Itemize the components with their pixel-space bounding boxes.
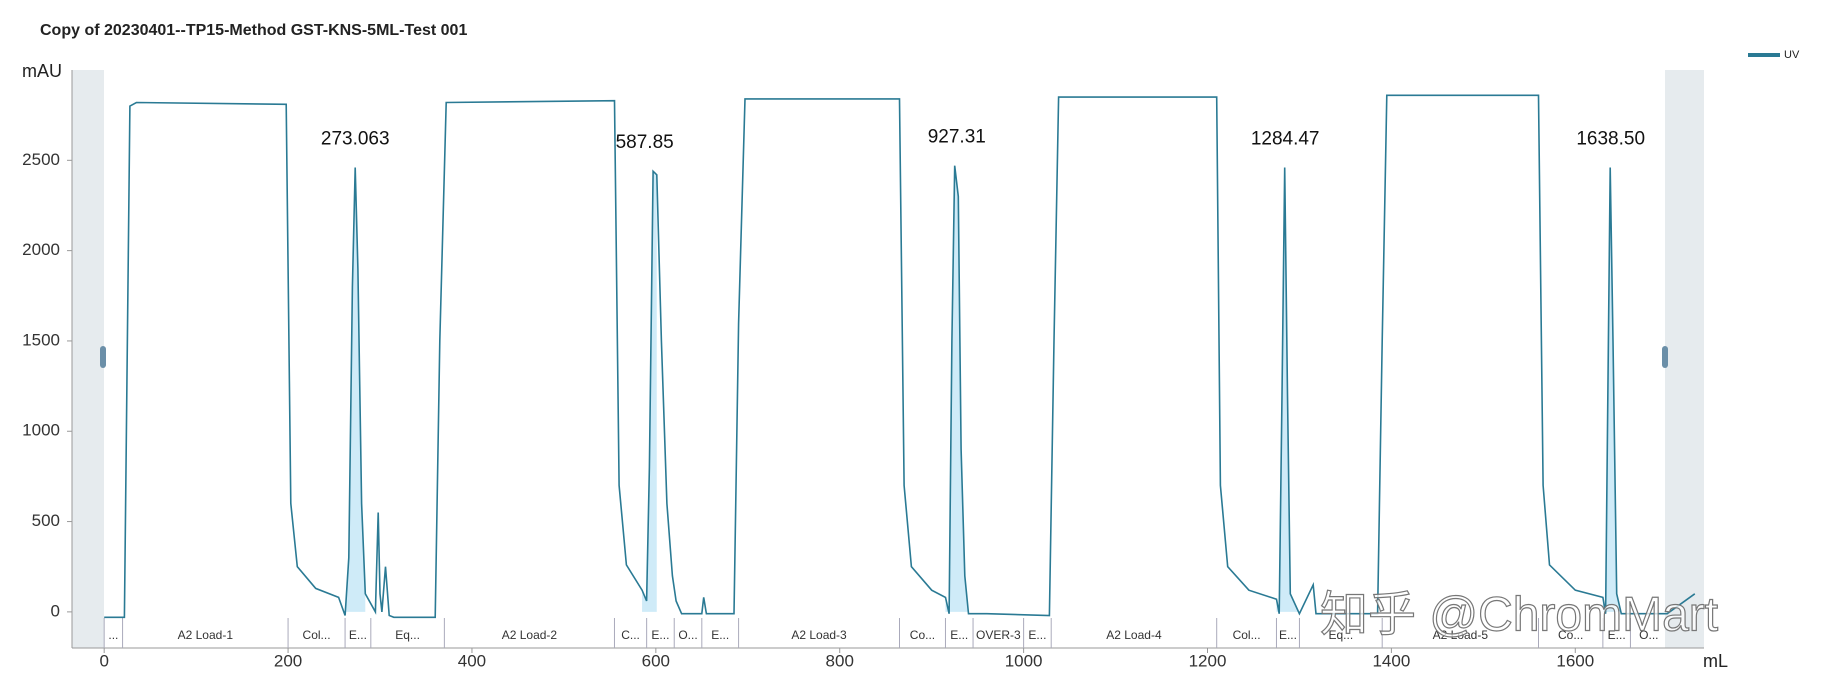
phase-label: E... xyxy=(1028,628,1046,642)
phase-label: Eq... xyxy=(395,628,420,642)
phase-label: A2 Load-5 xyxy=(1433,628,1489,642)
chart-title: Copy of 20230401--TP15-Method GST-KNS-5M… xyxy=(40,22,467,39)
x-tick-label: 800 xyxy=(826,651,854,670)
phase-label: A2 Load-1 xyxy=(178,628,234,642)
x-axis-label: mL xyxy=(1703,651,1728,671)
phase-label: A2 Load-4 xyxy=(1106,628,1162,642)
y-axis-label: mAU xyxy=(22,61,62,81)
phase-label: E... xyxy=(950,628,968,642)
phase-label: Col... xyxy=(1233,628,1261,642)
x-tick-label: 1000 xyxy=(1005,651,1043,670)
peak-annotation: 587.85 xyxy=(616,132,674,153)
x-tick-label: 200 xyxy=(274,651,302,670)
range-handle-right[interactable] xyxy=(1662,346,1668,368)
peak-annotation: 1284.47 xyxy=(1251,129,1320,150)
watermark: 知乎 @ChromMart xyxy=(1320,589,1718,642)
range-limit-right[interactable] xyxy=(1665,70,1704,648)
y-tick-label: 0 xyxy=(51,601,60,620)
phase-label: O... xyxy=(1639,628,1658,642)
y-tick-label: 2000 xyxy=(22,240,60,259)
phase-label: Co... xyxy=(1558,628,1583,642)
peak-area xyxy=(945,165,969,614)
x-tick-label: 600 xyxy=(642,651,670,670)
phase-label: A2 Load-2 xyxy=(502,628,558,642)
phase-label: C... xyxy=(621,628,640,642)
y-tick-label: 2500 xyxy=(22,150,60,169)
range-limit-left[interactable] xyxy=(72,70,104,648)
phase-label: E... xyxy=(1608,628,1626,642)
x-tick-label: 400 xyxy=(458,651,486,670)
x-tick-label: 0 xyxy=(99,651,108,670)
x-tick-label: 1200 xyxy=(1189,651,1227,670)
x-tick-label: 1600 xyxy=(1556,651,1594,670)
range-handle-left[interactable] xyxy=(100,346,106,368)
phase-label: O... xyxy=(678,628,697,642)
phase-label: E... xyxy=(711,628,729,642)
phase-label: E... xyxy=(1279,628,1297,642)
y-tick-label: 1000 xyxy=(22,421,60,440)
peak-annotation: 273.063 xyxy=(321,129,390,150)
phase-label: Col... xyxy=(303,628,331,642)
y-tick-label: 500 xyxy=(32,511,60,530)
y-tick-label: 1500 xyxy=(22,330,60,349)
peak-area xyxy=(642,171,657,612)
phase-label: E... xyxy=(651,628,669,642)
phase-label: OVER-3 xyxy=(976,628,1021,642)
phase-label: ... xyxy=(108,628,118,642)
uv-trace xyxy=(104,94,1696,619)
legend-label: UV xyxy=(1784,49,1800,61)
peak-area xyxy=(1276,167,1300,614)
phase-label: Co... xyxy=(910,628,935,642)
peak-annotation: 1638.50 xyxy=(1576,129,1645,150)
x-tick-label: 1400 xyxy=(1372,651,1410,670)
phase-label: Eq... xyxy=(1328,628,1353,642)
phase-label: A2 Load-3 xyxy=(791,628,847,642)
peak-annotation: 927.31 xyxy=(928,127,986,148)
phase-label: E... xyxy=(349,628,367,642)
